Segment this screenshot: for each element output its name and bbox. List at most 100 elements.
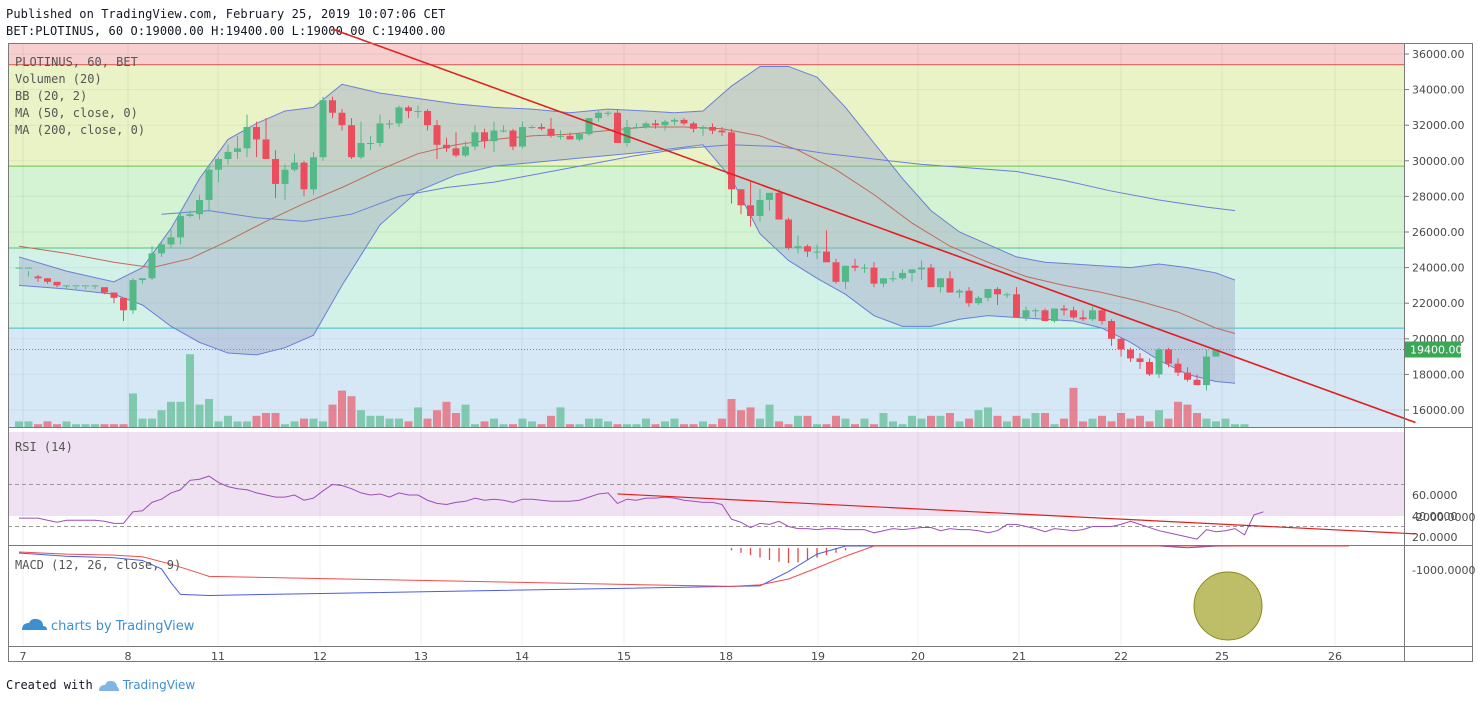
volume-bar bbox=[24, 421, 33, 427]
volume-bar bbox=[509, 424, 517, 427]
volume-bar bbox=[1012, 415, 1021, 427]
volume-bar bbox=[1079, 421, 1087, 427]
candle-body bbox=[53, 281, 61, 286]
candle-body bbox=[291, 162, 298, 170]
published-header: Published on TradingView.com, February 2… bbox=[6, 7, 446, 21]
volume-bar bbox=[632, 424, 641, 427]
brand-label: TradingView bbox=[122, 678, 196, 692]
candle-body bbox=[680, 119, 688, 124]
candle-body bbox=[310, 157, 317, 190]
candle-body bbox=[1203, 356, 1210, 386]
volume-bar bbox=[594, 418, 603, 427]
candle-body bbox=[234, 148, 241, 152]
volume-bar bbox=[195, 404, 204, 427]
candle-body bbox=[1051, 308, 1058, 321]
candle-body bbox=[737, 189, 745, 206]
candle-body bbox=[82, 285, 89, 287]
volume-bar bbox=[119, 424, 128, 427]
volume-bar bbox=[91, 424, 99, 427]
candle-body bbox=[348, 125, 355, 158]
candle-body bbox=[1212, 349, 1220, 357]
volume-bar bbox=[670, 418, 679, 427]
candle-body bbox=[918, 267, 925, 270]
volume-bar bbox=[262, 413, 270, 427]
time-axis[interactable]: 7 8 11 12 13 14 15 18 19 20 21 22 25 26 bbox=[20, 650, 1343, 663]
candle-body bbox=[414, 110, 422, 112]
y-tick-label: 26000.00 bbox=[1412, 226, 1465, 239]
pane-borders bbox=[8, 43, 1473, 662]
volume-bar bbox=[537, 424, 546, 427]
candle-body bbox=[1003, 294, 1011, 296]
volume-bar bbox=[214, 421, 223, 427]
candle-body bbox=[34, 276, 42, 279]
price-trendline bbox=[332, 28, 1416, 424]
volume-bar bbox=[205, 399, 213, 427]
ma200-line bbox=[161, 144, 1236, 222]
volume-bar bbox=[1193, 413, 1201, 427]
volume-bar bbox=[1126, 418, 1135, 427]
candle-body bbox=[376, 123, 384, 143]
volume-bar bbox=[841, 418, 850, 427]
volume-bar bbox=[442, 401, 451, 427]
candle-body bbox=[937, 278, 944, 288]
volume-bar bbox=[1240, 424, 1249, 427]
legend-ma200: MA (200, close, 0) bbox=[15, 123, 145, 137]
candle-body bbox=[775, 192, 783, 220]
volume-bar bbox=[1041, 413, 1049, 427]
candle-body bbox=[623, 126, 631, 143]
volume-bar bbox=[290, 421, 299, 427]
volume-bar bbox=[1183, 404, 1192, 427]
bottom-zone bbox=[8, 329, 1404, 428]
candle-body bbox=[1060, 308, 1068, 311]
candle-body bbox=[585, 118, 593, 135]
volume-bar bbox=[366, 415, 375, 427]
volume-bar bbox=[528, 421, 536, 427]
candle-body bbox=[44, 278, 51, 282]
volume-bar bbox=[822, 424, 831, 427]
tradingview-logo-icon bbox=[98, 680, 119, 691]
candle-body bbox=[946, 278, 954, 293]
volume-bar bbox=[803, 415, 812, 427]
candle-body bbox=[1022, 310, 1030, 318]
volume-bar bbox=[746, 407, 755, 427]
legend-ma50: MA (50, close, 0) bbox=[15, 106, 138, 120]
volume-bar bbox=[689, 424, 698, 427]
candle-body bbox=[728, 132, 735, 190]
volume-bar bbox=[708, 424, 717, 427]
candle-body bbox=[956, 290, 963, 293]
volume-bar bbox=[271, 413, 280, 427]
candle-body bbox=[785, 219, 792, 249]
candle-body bbox=[1013, 294, 1020, 318]
legend-rsi: RSI (14) bbox=[15, 440, 73, 454]
candle-body bbox=[538, 126, 545, 129]
candle-body bbox=[842, 265, 849, 282]
candle-body bbox=[243, 126, 251, 149]
volume-bar bbox=[575, 424, 584, 427]
candle-body bbox=[139, 278, 146, 281]
volume-bar bbox=[974, 410, 983, 427]
volume-bar bbox=[148, 418, 156, 427]
volume-bar bbox=[319, 421, 327, 427]
candle-body bbox=[158, 244, 165, 254]
volume-bar bbox=[623, 424, 631, 427]
candle-body bbox=[699, 126, 707, 129]
candle-body bbox=[851, 265, 859, 268]
candle-body bbox=[300, 162, 308, 190]
volume-bar bbox=[965, 418, 973, 427]
volume-bar bbox=[243, 421, 251, 427]
volume-bar bbox=[452, 413, 460, 427]
candle-body bbox=[15, 267, 23, 269]
volume-bar bbox=[889, 421, 897, 427]
price-axis[interactable]: 36000.00 34000.00 32000.00 30000.00 28000.00… bbox=[1404, 48, 1475, 577]
volume-bar bbox=[908, 415, 916, 427]
candle-body bbox=[832, 262, 840, 282]
volume-bar bbox=[138, 418, 147, 427]
volume-bar bbox=[813, 424, 821, 427]
candle-body bbox=[661, 121, 669, 126]
candle-body bbox=[975, 297, 982, 304]
candle-body bbox=[338, 112, 346, 126]
candle-body bbox=[1155, 349, 1163, 375]
candle-body bbox=[861, 267, 868, 269]
candle-body bbox=[1146, 361, 1153, 375]
